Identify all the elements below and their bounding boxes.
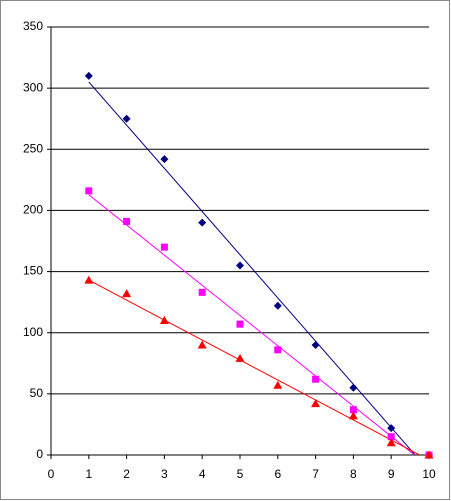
x-tick-label: 9	[388, 467, 395, 481]
point	[84, 71, 93, 80]
y-tick-label: 250	[23, 141, 43, 155]
point	[386, 438, 396, 447]
y-tick-label: 300	[23, 80, 43, 94]
x-tick-label: 0	[48, 467, 55, 481]
point	[235, 353, 245, 362]
point	[349, 383, 358, 392]
x-tick-label: 4	[199, 467, 206, 481]
point	[85, 187, 93, 195]
point	[349, 406, 357, 414]
point	[348, 411, 358, 420]
point	[312, 375, 320, 383]
point	[424, 450, 434, 459]
point	[122, 289, 132, 298]
x-tick-label: 5	[237, 467, 244, 481]
x-tick-label: 3	[161, 467, 168, 481]
y-tick-label: 200	[23, 203, 43, 217]
y-tick-label: 0	[36, 447, 43, 461]
point	[160, 243, 168, 251]
point	[387, 433, 395, 441]
x-tick-label: 2	[123, 467, 130, 481]
point	[387, 424, 396, 433]
point	[123, 217, 131, 225]
point	[198, 218, 207, 227]
point	[160, 155, 169, 164]
point	[311, 340, 320, 349]
point	[311, 399, 321, 408]
y-tick-label: 350	[23, 19, 43, 33]
point	[274, 346, 282, 354]
points	[84, 71, 434, 459]
point	[198, 288, 206, 296]
trendline	[88, 194, 416, 455]
point	[159, 315, 169, 324]
point	[236, 261, 244, 270]
point	[273, 380, 283, 389]
x-tick-label: 8	[350, 467, 357, 481]
y-tick-label: 50	[30, 386, 44, 400]
trendline	[88, 279, 421, 455]
point	[273, 301, 282, 310]
x-tick-label: 6	[274, 467, 281, 481]
point	[197, 340, 207, 349]
trendline	[88, 81, 416, 455]
y-tick-label: 100	[23, 325, 43, 339]
trendlines	[88, 81, 421, 455]
point	[236, 320, 244, 328]
point	[84, 275, 94, 284]
point	[122, 114, 131, 123]
y-tick-label: 150	[23, 264, 43, 278]
x-tick-label: 1	[85, 467, 92, 481]
x-tick-label: 10	[422, 467, 436, 481]
x-tick-label: 7	[312, 467, 319, 481]
grid	[47, 26, 430, 459]
